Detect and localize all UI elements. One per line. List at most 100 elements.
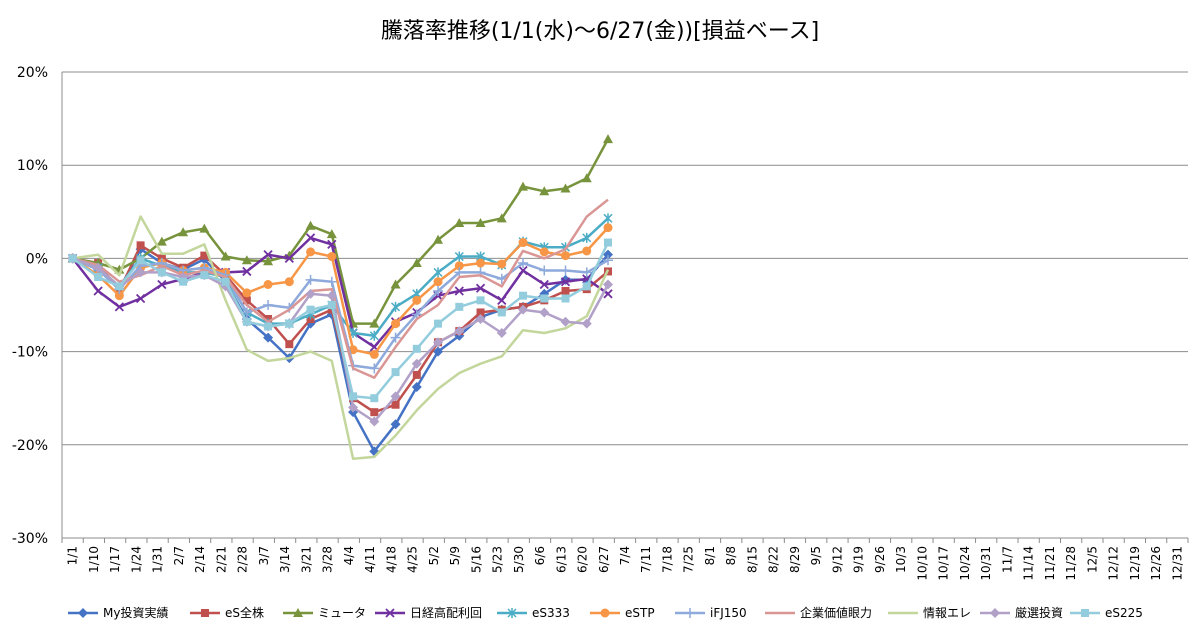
data-point bbox=[135, 267, 146, 278]
data-point bbox=[412, 344, 421, 353]
x-tick-label: 10/31 bbox=[979, 546, 993, 581]
x-tick-label: 11/14 bbox=[1022, 546, 1036, 581]
data-point bbox=[582, 232, 592, 243]
x-tick-label: 7/18 bbox=[660, 546, 674, 573]
x-tick-label: 4/4 bbox=[342, 546, 356, 565]
data-point bbox=[411, 358, 422, 369]
data-point bbox=[306, 247, 316, 257]
data-point bbox=[604, 238, 613, 247]
x-tick-label: 3/21 bbox=[299, 546, 313, 573]
legend-swatch-marker bbox=[600, 608, 610, 618]
legend-item: eS333 bbox=[497, 606, 570, 620]
data-point bbox=[603, 223, 613, 233]
data-point bbox=[327, 301, 336, 309]
x-tick-label: 11/28 bbox=[1064, 546, 1078, 581]
data-point bbox=[476, 308, 485, 317]
data-point bbox=[603, 213, 613, 224]
x-tick-label: 10/17 bbox=[937, 546, 951, 581]
data-point bbox=[263, 256, 274, 266]
legend-swatch-marker bbox=[293, 608, 303, 617]
data-point bbox=[179, 277, 188, 286]
x-tick-label: 11/21 bbox=[1043, 546, 1057, 581]
data-point bbox=[561, 294, 570, 303]
x-tick-label: 9/12 bbox=[830, 546, 844, 573]
legend-label: 日経高配利回 bbox=[410, 605, 482, 620]
x-tick-label: 10/24 bbox=[958, 546, 972, 581]
data-point bbox=[518, 258, 529, 269]
data-point bbox=[475, 313, 486, 324]
x-tick-label: 8/22 bbox=[767, 546, 781, 573]
data-point bbox=[263, 279, 273, 289]
data-point bbox=[412, 295, 422, 305]
data-point bbox=[390, 279, 401, 289]
y-tick-label: 0% bbox=[26, 251, 48, 267]
legend-swatch-marker bbox=[78, 608, 88, 618]
data-point bbox=[476, 296, 485, 305]
series-line bbox=[71, 236, 609, 349]
data-point bbox=[93, 286, 103, 296]
data-point bbox=[560, 277, 571, 287]
data-point bbox=[305, 220, 316, 230]
legend-item: iFJ150 bbox=[675, 606, 747, 620]
legend-item: 企業価値眼力 bbox=[765, 605, 872, 620]
data-point bbox=[603, 255, 614, 266]
data-point bbox=[561, 287, 570, 296]
legend-item: eSTP bbox=[590, 606, 655, 620]
x-tick-label: 6/20 bbox=[576, 546, 590, 573]
legend-item: My投資実績 bbox=[68, 605, 168, 620]
data-point bbox=[115, 282, 124, 291]
series-line bbox=[72, 198, 609, 379]
data-point bbox=[178, 227, 189, 237]
data-point bbox=[242, 288, 252, 298]
data-point bbox=[518, 265, 528, 276]
series-10 bbox=[68, 238, 613, 403]
data-point bbox=[391, 368, 400, 377]
x-tick-label: 4/25 bbox=[406, 546, 420, 573]
data-point bbox=[326, 229, 337, 239]
legend: My投資実績 eS全株 ミュータ 日経高配利回 eS333 eSTP iFJ150 企業価値眼… bbox=[68, 605, 1143, 620]
data-point bbox=[539, 186, 550, 196]
legend-label: eS225 bbox=[1105, 606, 1143, 620]
data-point bbox=[369, 330, 379, 341]
data-point bbox=[560, 316, 571, 327]
x-tick-label: 10/3 bbox=[894, 546, 908, 573]
data-point bbox=[241, 307, 252, 318]
data-point bbox=[326, 290, 337, 301]
data-point bbox=[603, 279, 614, 290]
x-tick-label: 10/10 bbox=[915, 546, 929, 581]
legend-swatch-marker bbox=[201, 609, 209, 617]
x-tick-label: 2/14 bbox=[193, 546, 207, 573]
data-point bbox=[305, 274, 316, 285]
data-point bbox=[411, 382, 422, 393]
data-point bbox=[603, 249, 614, 260]
legend-item: eS225 bbox=[1070, 606, 1143, 620]
data-point bbox=[581, 173, 592, 183]
data-point bbox=[391, 400, 400, 409]
data-point bbox=[305, 288, 316, 299]
data-point bbox=[603, 134, 614, 144]
data-point bbox=[199, 223, 210, 233]
data-point bbox=[454, 267, 465, 278]
series-line bbox=[72, 257, 609, 370]
legend-item: 日経高配利回 bbox=[375, 605, 482, 620]
y-tick-label: 20% bbox=[17, 65, 48, 81]
data-point bbox=[475, 217, 486, 227]
grid-layer bbox=[62, 71, 1188, 539]
series-8 bbox=[72, 215, 610, 461]
data-point bbox=[475, 283, 486, 293]
legend-item: ミュータ bbox=[283, 606, 366, 620]
legend-label: 情報エレ bbox=[923, 606, 971, 620]
data-point bbox=[582, 246, 592, 256]
x-tick-label: 1/31 bbox=[151, 546, 165, 573]
data-point bbox=[561, 251, 571, 261]
data-point bbox=[519, 291, 528, 300]
x-tick-label: 9/19 bbox=[852, 546, 866, 573]
x-tick-label: 1/10 bbox=[87, 546, 101, 573]
data-point bbox=[285, 319, 294, 328]
data-point bbox=[390, 419, 401, 430]
data-point bbox=[114, 291, 124, 301]
data-point bbox=[390, 332, 401, 343]
data-point bbox=[391, 301, 401, 312]
data-point bbox=[114, 302, 124, 312]
